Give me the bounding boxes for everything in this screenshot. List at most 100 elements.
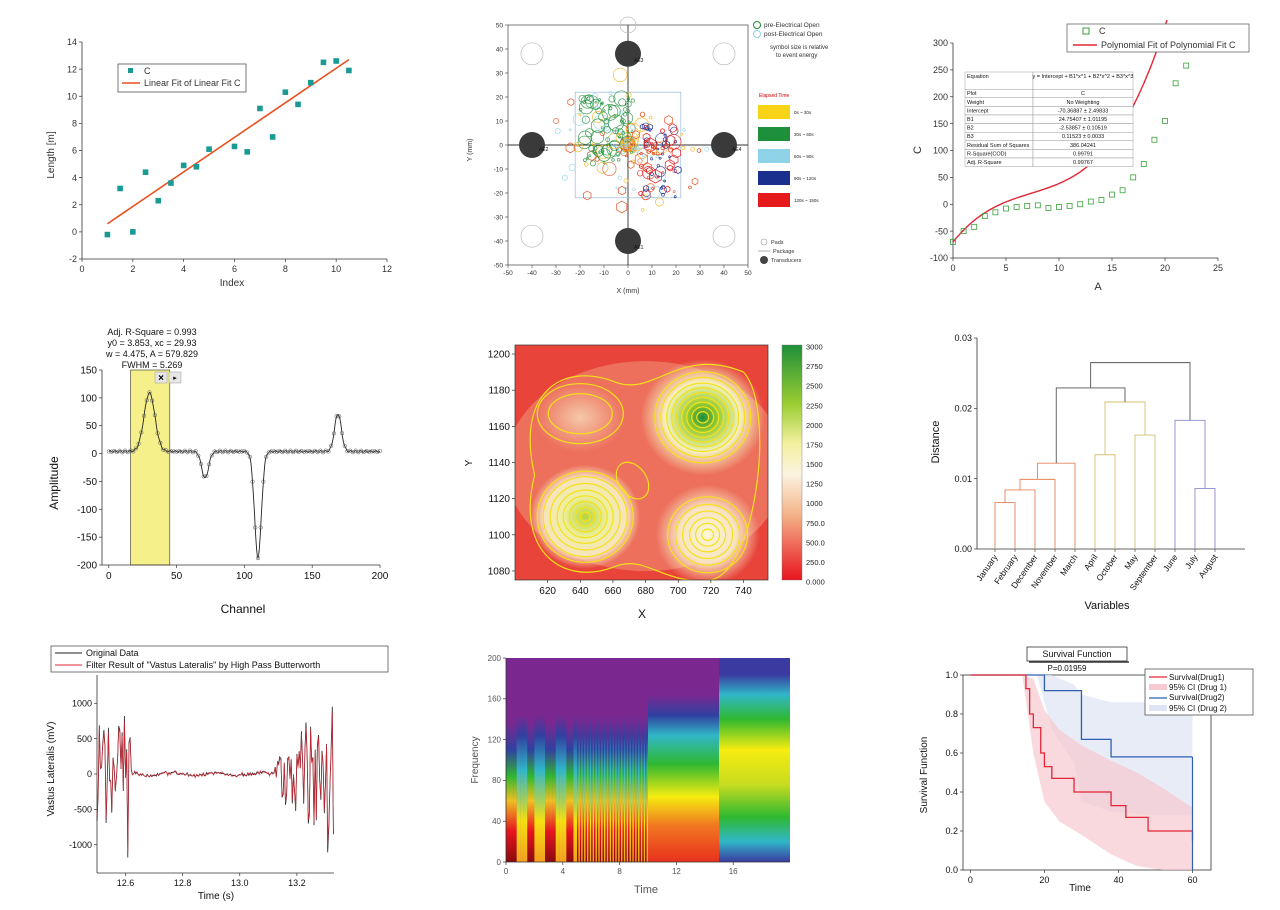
contour-outer: [529, 363, 761, 580]
x-tick-label: 0: [626, 270, 630, 277]
data-point: [1003, 205, 1009, 212]
y-tick-label: 30: [496, 70, 504, 77]
event-circle: [690, 146, 696, 152]
spec-column: [559, 658, 563, 862]
linear-fit-xlabel: Index: [220, 278, 244, 289]
scatter-map-chart: -50 -40 -30 -20 -10 0 10 20 30 40 50 -50 -40 -30 -20 -1…: [467, 16, 829, 295]
event-hexagon: [642, 132, 651, 142]
contour-ring: [696, 411, 710, 424]
table-key: R-Square(COD): [967, 151, 1007, 157]
contour-ring: [675, 503, 741, 566]
event-hexagon: [643, 137, 657, 153]
peak-fit-ylabel: Amplitude: [47, 456, 61, 510]
data-point: [141, 413, 147, 418]
legend-note-2: to event energy: [776, 53, 817, 59]
event-hexagon: [658, 156, 662, 160]
spec-column: [555, 658, 560, 862]
data-point: [174, 449, 179, 454]
event-circle: [598, 151, 602, 155]
data-point: [331, 431, 336, 436]
colorbar-label: 1750: [806, 440, 823, 449]
spec-column: [645, 658, 647, 862]
x-tick-label: -40: [527, 270, 537, 277]
contour-ring: [562, 495, 608, 539]
y-tick-label: -200: [77, 561, 97, 572]
event-circle: [646, 183, 655, 192]
contour-ring: [671, 387, 735, 448]
spec-column: [516, 658, 521, 862]
colorbar-label: 1000: [806, 499, 823, 508]
table-key: Equation: [967, 74, 989, 80]
spec-column: [613, 658, 616, 862]
event-circle: [672, 190, 676, 193]
x-tick-label: 5: [1003, 263, 1008, 273]
close-icon[interactable]: ×: [154, 371, 168, 384]
spec-column: [552, 658, 556, 862]
survival-chart: 0 20 40 60 0.0 0.2 0.4 0.6 0.8 1.0 Survival Funct…: [919, 646, 1254, 894]
data-point: [109, 449, 114, 454]
x-tick-label: 680: [637, 586, 654, 597]
y-tick-label: 100: [933, 146, 948, 156]
spec-column: [520, 658, 524, 862]
event-circle: [581, 115, 590, 124]
event-hexagon: [594, 156, 600, 162]
survival-legend: Survival(Drug1) 95% CI (Drug 1) Survival…: [1144, 668, 1254, 716]
x-tick-label: 10: [648, 270, 656, 277]
data-point: [377, 448, 383, 453]
y-tick-label: 160: [488, 695, 502, 704]
data-point: [136, 441, 141, 446]
spec-column: [628, 658, 630, 862]
spec-column: [606, 658, 609, 862]
pad-circle: [520, 42, 544, 66]
poly-fit-chart: 0 5 10 15 20 25 -100 -50 0 50 100 150 200 250 300 A C …: [912, 20, 1250, 293]
y-tick-label: 0.6: [945, 748, 958, 758]
colorbar: [781, 344, 803, 581]
data-point: [277, 448, 282, 454]
contour-ring: [547, 393, 613, 435]
data-point: [152, 413, 157, 418]
event-circle: [643, 125, 648, 130]
data-point: [231, 449, 236, 455]
event-circle: [642, 122, 650, 131]
event-circle: [651, 187, 654, 190]
legend-post: post-Electrical Open: [764, 31, 823, 38]
event-circle: [590, 118, 606, 133]
event-hexagon: [668, 146, 674, 153]
legend-label-c: C: [144, 66, 151, 76]
colorbar-label: 2250: [806, 401, 823, 410]
peak-annotation: Adj. R-Square = 0.993 y0 = 3.853, xc = 2…: [105, 327, 198, 370]
data-point: [992, 209, 999, 216]
y-tick-label: 120: [488, 735, 502, 744]
contour-ring: [574, 506, 596, 527]
x-tick-label: 60: [1187, 875, 1197, 885]
survival-xlabel: Time: [1069, 883, 1091, 894]
event-circle: [554, 128, 561, 135]
event-circle: [612, 67, 628, 83]
spec-column: [509, 658, 514, 862]
data-point: [150, 398, 155, 403]
dendrogram-link: [1090, 362, 1191, 421]
x-tick-label: 150: [304, 571, 321, 582]
y-tick-label: 40: [492, 817, 501, 826]
spec-column: [581, 658, 583, 862]
event-circle: [582, 101, 586, 105]
arrow-right-icon[interactable]: ▸: [168, 371, 182, 384]
y-tick-label: -150: [77, 533, 97, 544]
data-point: [307, 79, 314, 86]
data-point: [269, 449, 274, 454]
event-hexagon: [673, 139, 677, 144]
x-tick-label: 8: [617, 867, 622, 876]
x-tick-label: -20: [575, 270, 585, 277]
peak-fit-xlabel: Channel: [221, 602, 266, 616]
x-tick-label: 0: [950, 263, 955, 273]
event-hexagon: [664, 115, 673, 126]
data-point: [337, 414, 342, 419]
event-circle: [607, 114, 625, 132]
data-point: [198, 461, 204, 467]
event-hexagon: [663, 179, 666, 183]
elapsed-label: 30s ~ 60s: [794, 132, 814, 137]
event-circle: [602, 161, 617, 177]
data-point: [342, 443, 347, 448]
spec-column: [506, 658, 510, 862]
dendrogram-link: [1104, 401, 1146, 455]
